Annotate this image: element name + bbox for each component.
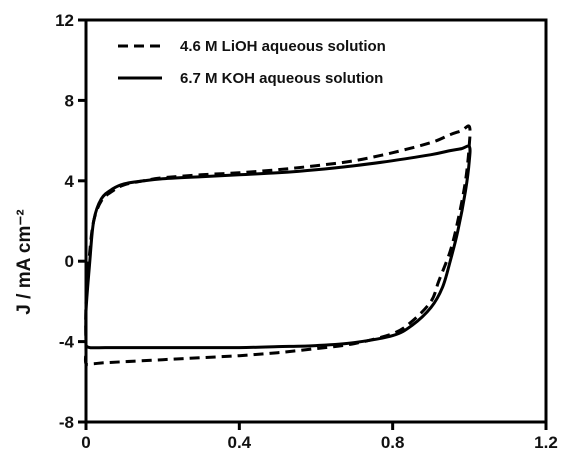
y-tick-label: 12 (55, 11, 74, 30)
y-axis-label: J / mA cm⁻² (14, 209, 35, 314)
x-tick-label: 1.2 (534, 433, 558, 452)
plot-frame (84, 18, 548, 424)
series-line-koh (84, 144, 472, 350)
legend-label: 4.6 M LiOH aqueous solution (180, 38, 386, 55)
y-tick-label: -8 (59, 413, 74, 432)
series-line-lioh (83, 124, 472, 367)
y-tick-label: 8 (65, 91, 74, 110)
y-tick-label: 4 (65, 172, 75, 191)
axes-layer: 0 0.4 0.8 1.2 -8 -4 0 4 8 12 (55, 11, 558, 452)
legend-label: 6.7 M KOH aqueous solution (180, 70, 383, 87)
y-tick-label: 0 (65, 252, 74, 271)
legend: 4.6 M LiOH aqueous solution 6.7 M KOH aqu… (118, 38, 386, 87)
x-tick-label: 0.4 (228, 433, 252, 452)
x-tick-label: 0 (81, 433, 90, 452)
y-tick-label: -4 (59, 333, 75, 352)
series-layer (83, 124, 472, 367)
x-tick-label: 0.8 (381, 433, 405, 452)
